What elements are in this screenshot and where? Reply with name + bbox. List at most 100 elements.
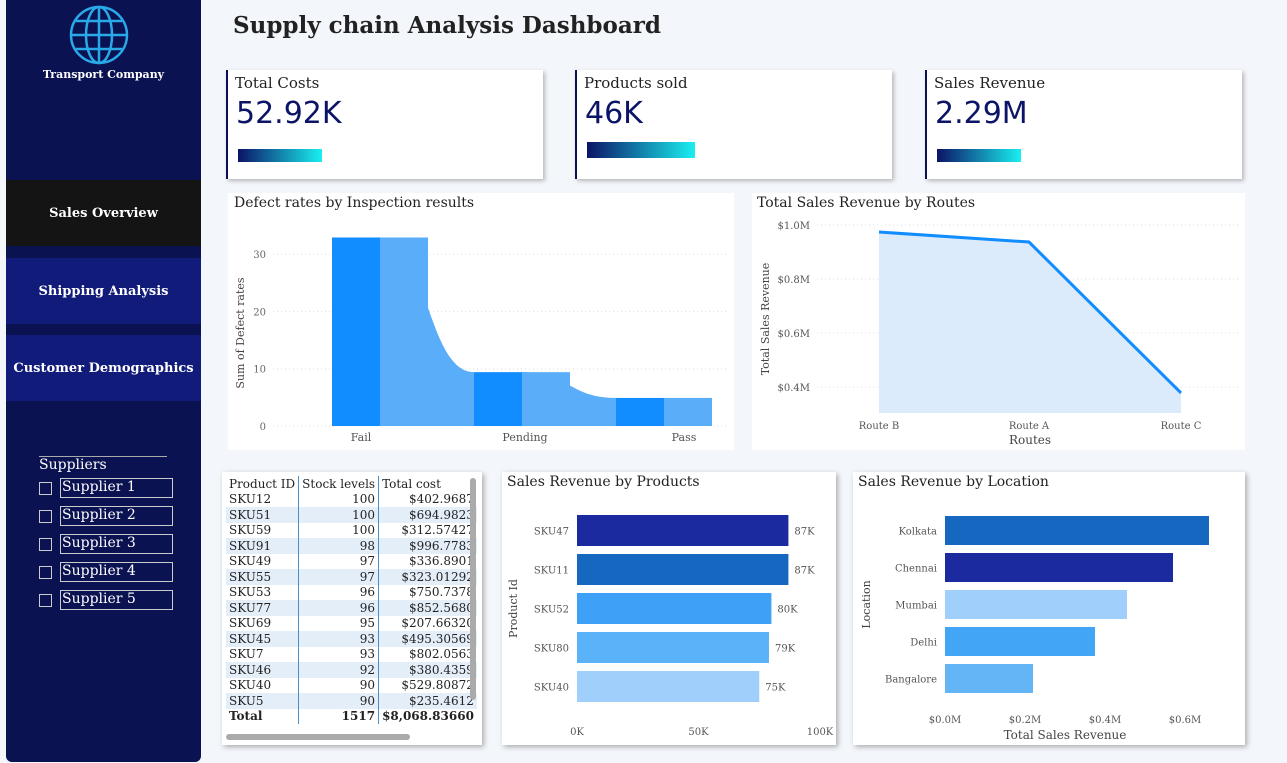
bar bbox=[332, 237, 380, 426]
table-cell: SKU59 bbox=[226, 522, 300, 538]
table-cell: SKU55 bbox=[226, 569, 300, 585]
y-tick-label: SKU80 bbox=[534, 644, 569, 655]
table-cell: 90 bbox=[298, 677, 380, 693]
horizontal-scrollbar[interactable] bbox=[226, 734, 410, 740]
kpi-label: Products sold bbox=[584, 74, 688, 92]
nav-customer-demographics[interactable]: Customer Demographics bbox=[6, 335, 201, 401]
checkbox[interactable] bbox=[39, 481, 52, 495]
bar bbox=[577, 632, 769, 663]
y-tick-label: Chennai bbox=[895, 564, 937, 575]
total-cell: Total bbox=[226, 708, 300, 724]
x-tick-label: $0.2M bbox=[1009, 715, 1042, 726]
y-tick-label: Mumbai bbox=[895, 601, 937, 612]
supplier-checkbox-item[interactable]: Supplier 3 bbox=[39, 534, 173, 554]
kpi-total-costs: Total Costs 52.92K bbox=[226, 70, 543, 179]
table-row: SKU91 98 $996.7783 bbox=[226, 538, 477, 554]
data-table: Product ID Stock levels Total cost SKU12 100… bbox=[226, 476, 477, 724]
kpi-label: Sales Revenue bbox=[934, 74, 1046, 92]
table-row: SKU5 90 $235.4612 bbox=[226, 693, 477, 709]
table-row: SKU77 96 $852.5680 bbox=[226, 600, 477, 616]
table-cell: 96 bbox=[298, 600, 380, 616]
supplier-checkbox-item[interactable]: Supplier 5 bbox=[39, 590, 173, 610]
x-tick-label: Route A bbox=[1009, 421, 1050, 432]
bar bbox=[474, 372, 522, 426]
chart-title: Defect rates by Inspection results bbox=[234, 195, 475, 211]
y-axis-label: Location bbox=[860, 580, 873, 628]
x-tick-label: Route C bbox=[1161, 421, 1202, 432]
kpi-value: 46K bbox=[585, 96, 643, 131]
checkbox[interactable] bbox=[39, 509, 52, 523]
checkbox[interactable] bbox=[39, 565, 52, 579]
bar bbox=[616, 397, 664, 426]
y-tick-label: SKU40 bbox=[534, 683, 569, 694]
x-tick-label: 50K bbox=[688, 727, 709, 738]
table-cell: $380.4359 bbox=[378, 662, 477, 678]
x-tick-label: $0.4M bbox=[1089, 715, 1122, 726]
table-cell: 93 bbox=[298, 631, 380, 647]
table-cell: SKU69 bbox=[226, 615, 300, 631]
y-axis-label: Sum of Defect rates bbox=[234, 277, 247, 388]
revenue-by-products-chart: Sales Revenue by Products 0K 50K 100K SKU47… bbox=[502, 472, 836, 745]
table-cell: $495.30569 bbox=[378, 631, 477, 647]
x-axis-label: Total Sales Revenue bbox=[1004, 728, 1127, 742]
column-header[interactable]: Product ID bbox=[226, 476, 300, 492]
table-row: SKU51 100 $694.9823 bbox=[226, 507, 477, 523]
table-cell: SKU51 bbox=[226, 507, 300, 523]
table-cell: SKU45 bbox=[226, 631, 300, 647]
table-row: SKU55 97 $323.01292 bbox=[226, 569, 477, 585]
table-cell: 90 bbox=[298, 693, 380, 709]
area-fill bbox=[879, 232, 1181, 413]
supplier-checkbox-item[interactable]: Supplier 4 bbox=[39, 562, 173, 582]
defect-rates-chart: Defect rates by Inspection results 0 10 20… bbox=[228, 193, 734, 450]
y-tick-label: 10 bbox=[253, 365, 266, 376]
product-stock-table: Product ID Stock levels Total cost SKU12 100… bbox=[222, 472, 482, 745]
table-cell: SKU53 bbox=[226, 584, 300, 600]
nav-sales-overview[interactable]: Sales Overview bbox=[6, 180, 201, 246]
y-tick-label: $0.4M bbox=[777, 383, 810, 394]
checkbox[interactable] bbox=[39, 537, 52, 551]
table-cell: SKU5 bbox=[226, 693, 300, 709]
ribbon bbox=[380, 237, 616, 426]
bar bbox=[945, 664, 1033, 693]
x-axis-label: Routes bbox=[1009, 433, 1051, 447]
table-row: SKU45 93 $495.30569 bbox=[226, 631, 477, 647]
column-header[interactable]: Stock levels bbox=[298, 476, 380, 492]
y-tick-label: $0.6M bbox=[777, 329, 810, 340]
table-row: SKU46 92 $380.4359 bbox=[226, 662, 477, 678]
kpi-label: Total Costs bbox=[235, 74, 320, 92]
column-header[interactable]: Total cost bbox=[382, 476, 441, 491]
bar bbox=[577, 593, 772, 624]
company-name: Transport Company bbox=[42, 68, 165, 81]
series-line bbox=[878, 230, 1183, 395]
supplier-label: Supplier 2 bbox=[60, 506, 173, 526]
y-tick-label: $1.0M bbox=[777, 221, 810, 232]
globe-logo-icon bbox=[69, 5, 129, 65]
ribbon-segment bbox=[380, 237, 428, 426]
table-cell: $323.01292 bbox=[378, 569, 477, 585]
table-cell: SKU46 bbox=[226, 662, 300, 678]
bar bbox=[945, 590, 1127, 619]
table-row: SKU53 96 $750.7378 bbox=[226, 584, 477, 600]
data-label: 80K bbox=[777, 605, 798, 616]
supplier-checkbox-item[interactable]: Supplier 2 bbox=[39, 506, 173, 526]
supplier-checkbox-item[interactable]: Supplier 1 bbox=[39, 478, 173, 498]
table-cell: $402.9687 bbox=[409, 492, 474, 507]
data-label: 87K bbox=[794, 566, 815, 577]
ribbon-segment bbox=[664, 397, 712, 426]
kpi-products-sold: Products sold 46K bbox=[575, 70, 892, 179]
x-tick-label: Fail bbox=[351, 431, 372, 444]
data-label: 79K bbox=[775, 644, 796, 655]
table-cell: $529.80872 bbox=[401, 678, 474, 693]
table-cell: 100 bbox=[298, 491, 380, 507]
vertical-scrollbar[interactable] bbox=[470, 478, 476, 700]
table-cell: 92 bbox=[298, 662, 380, 678]
supplier-label: Supplier 3 bbox=[60, 534, 173, 554]
checkbox[interactable] bbox=[39, 593, 52, 607]
nav-shipping-analysis[interactable]: Shipping Analysis bbox=[6, 258, 201, 324]
data-label: 75K bbox=[765, 683, 786, 694]
table-cell: $996.7783 bbox=[378, 538, 477, 554]
table-cell: SKU49 bbox=[226, 553, 300, 569]
bar bbox=[945, 553, 1173, 582]
y-tick-label: Delhi bbox=[910, 638, 937, 649]
kpi-gradient-bar bbox=[937, 149, 1021, 162]
